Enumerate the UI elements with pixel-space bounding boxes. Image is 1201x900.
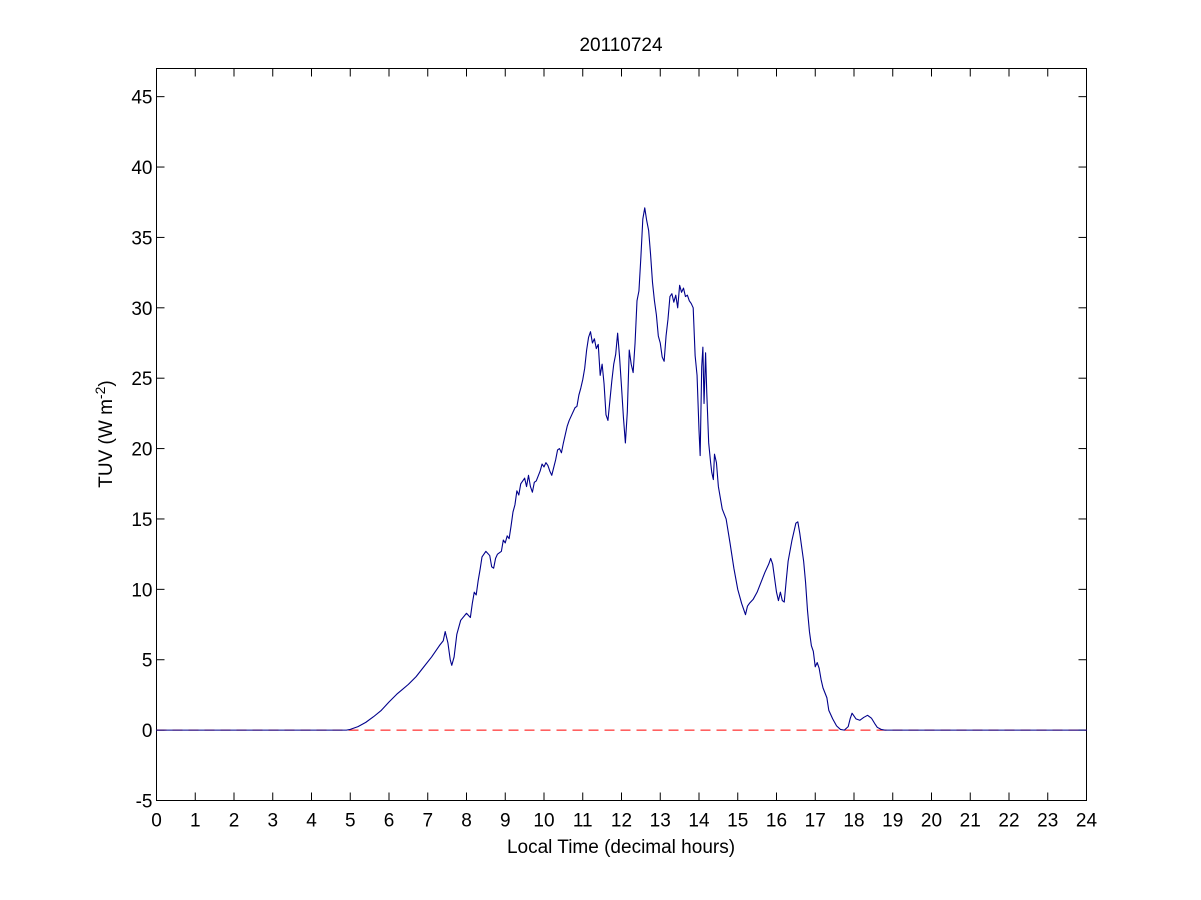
x-tick-label: 2 bbox=[229, 811, 240, 832]
y-tick-label: 40 bbox=[131, 158, 152, 179]
x-tick-24: 24 bbox=[1076, 68, 1098, 832]
x-tick-10: 10 bbox=[533, 68, 555, 832]
x-tick-21: 21 bbox=[960, 68, 981, 832]
x-tick-label: 3 bbox=[267, 811, 278, 832]
y-tick-9: 40 bbox=[131, 158, 1087, 179]
x-tick-20: 20 bbox=[921, 68, 942, 832]
y-tick-6: 25 bbox=[131, 369, 1087, 390]
plot-area bbox=[156, 68, 1087, 801]
y-tick-label: 0 bbox=[142, 721, 153, 742]
x-tick-label: 22 bbox=[998, 811, 1019, 832]
x-tick-17: 17 bbox=[805, 68, 826, 832]
x-tick-13: 13 bbox=[650, 68, 671, 832]
y-tick-2: 5 bbox=[142, 651, 1087, 672]
x-tick-label: 15 bbox=[727, 811, 748, 832]
y-tick-label: 5 bbox=[142, 651, 153, 672]
y-tick-label: 25 bbox=[131, 369, 152, 390]
x-tick-label: 4 bbox=[306, 811, 317, 832]
x-tick-label: 1 bbox=[190, 811, 201, 832]
x-tick-label: 8 bbox=[461, 811, 472, 832]
y-tick-10: 45 bbox=[131, 88, 1087, 109]
x-tick-2: 2 bbox=[229, 68, 240, 832]
x-axis: 0 1 2 3 4 5 6 7 8 9 10 11 12 13 14 15 16 17 18 19 20 21 22 23 24 bbox=[151, 68, 1098, 832]
x-tick-22: 22 bbox=[998, 68, 1020, 832]
x-tick-0: 0 bbox=[151, 68, 162, 832]
x-tick-label: 12 bbox=[611, 811, 632, 832]
y-tick-0: -5 bbox=[136, 792, 1087, 813]
y-tick-label: 20 bbox=[131, 440, 152, 461]
x-tick-14: 14 bbox=[688, 68, 710, 832]
x-tick-label: 7 bbox=[422, 811, 433, 832]
x-tick-23: 23 bbox=[1037, 68, 1058, 832]
x-axis-label: Local Time (decimal hours) bbox=[507, 837, 735, 858]
x-tick-9: 9 bbox=[500, 68, 511, 832]
x-tick-label: 16 bbox=[766, 811, 787, 832]
x-tick-12: 12 bbox=[611, 68, 632, 832]
x-tick-16: 16 bbox=[766, 68, 787, 832]
x-tick-15: 15 bbox=[727, 68, 748, 832]
y-tick-label: 10 bbox=[131, 580, 152, 601]
y-tick-label: -5 bbox=[136, 792, 153, 813]
x-tick-label: 18 bbox=[843, 811, 864, 832]
chart-title: 20110724 bbox=[579, 35, 663, 56]
x-tick-label: 6 bbox=[384, 811, 395, 832]
y-tick-label: 35 bbox=[131, 228, 152, 249]
x-tick-label: 21 bbox=[960, 811, 981, 832]
x-tick-label: 19 bbox=[882, 811, 903, 832]
x-tick-label: 23 bbox=[1037, 811, 1058, 832]
y-axis-label-suffix: ) bbox=[96, 380, 117, 386]
x-tick-label: 10 bbox=[533, 811, 554, 832]
y-tick-5: 20 bbox=[131, 440, 1087, 461]
x-tick-18: 18 bbox=[843, 68, 865, 832]
tuv-series-line bbox=[155, 207, 1088, 731]
y-tick-8: 35 bbox=[131, 228, 1087, 249]
x-tick-19: 19 bbox=[882, 68, 903, 832]
x-tick-6: 6 bbox=[384, 68, 395, 832]
x-tick-label: 14 bbox=[688, 811, 710, 832]
x-tick-7: 7 bbox=[422, 68, 433, 832]
x-tick-11: 11 bbox=[573, 68, 593, 832]
y-axis-label: TUV (W m-2) bbox=[92, 380, 117, 487]
x-tick-4: 4 bbox=[306, 68, 317, 832]
y-tick-7: 30 bbox=[131, 299, 1087, 320]
x-tick-label: 20 bbox=[921, 811, 942, 832]
x-tick-3: 3 bbox=[267, 68, 278, 832]
x-tick-label: 5 bbox=[345, 811, 356, 832]
y-tick-label: 45 bbox=[131, 88, 152, 109]
y-tick-label: 30 bbox=[131, 299, 152, 320]
x-tick-5: 5 bbox=[345, 68, 356, 832]
x-tick-label: 11 bbox=[573, 811, 593, 832]
y-axis-label-main: TUV (W m bbox=[96, 399, 117, 488]
x-tick-label: 9 bbox=[500, 811, 511, 832]
x-tick-label: 17 bbox=[805, 811, 826, 832]
x-tick-label: 24 bbox=[1076, 811, 1098, 832]
y-axis: -5 0 5 10 15 20 25 30 35 40 45 bbox=[131, 88, 1087, 813]
x-tick-label: 0 bbox=[151, 811, 162, 832]
y-axis-label-superscript: -2 bbox=[92, 386, 108, 399]
y-tick-label: 15 bbox=[131, 510, 152, 531]
x-tick-label: 13 bbox=[650, 811, 671, 832]
y-tick-4: 15 bbox=[131, 510, 1087, 531]
y-tick-3: 10 bbox=[131, 580, 1087, 601]
x-tick-1: 1 bbox=[190, 68, 201, 832]
x-tick-8: 8 bbox=[461, 68, 472, 832]
